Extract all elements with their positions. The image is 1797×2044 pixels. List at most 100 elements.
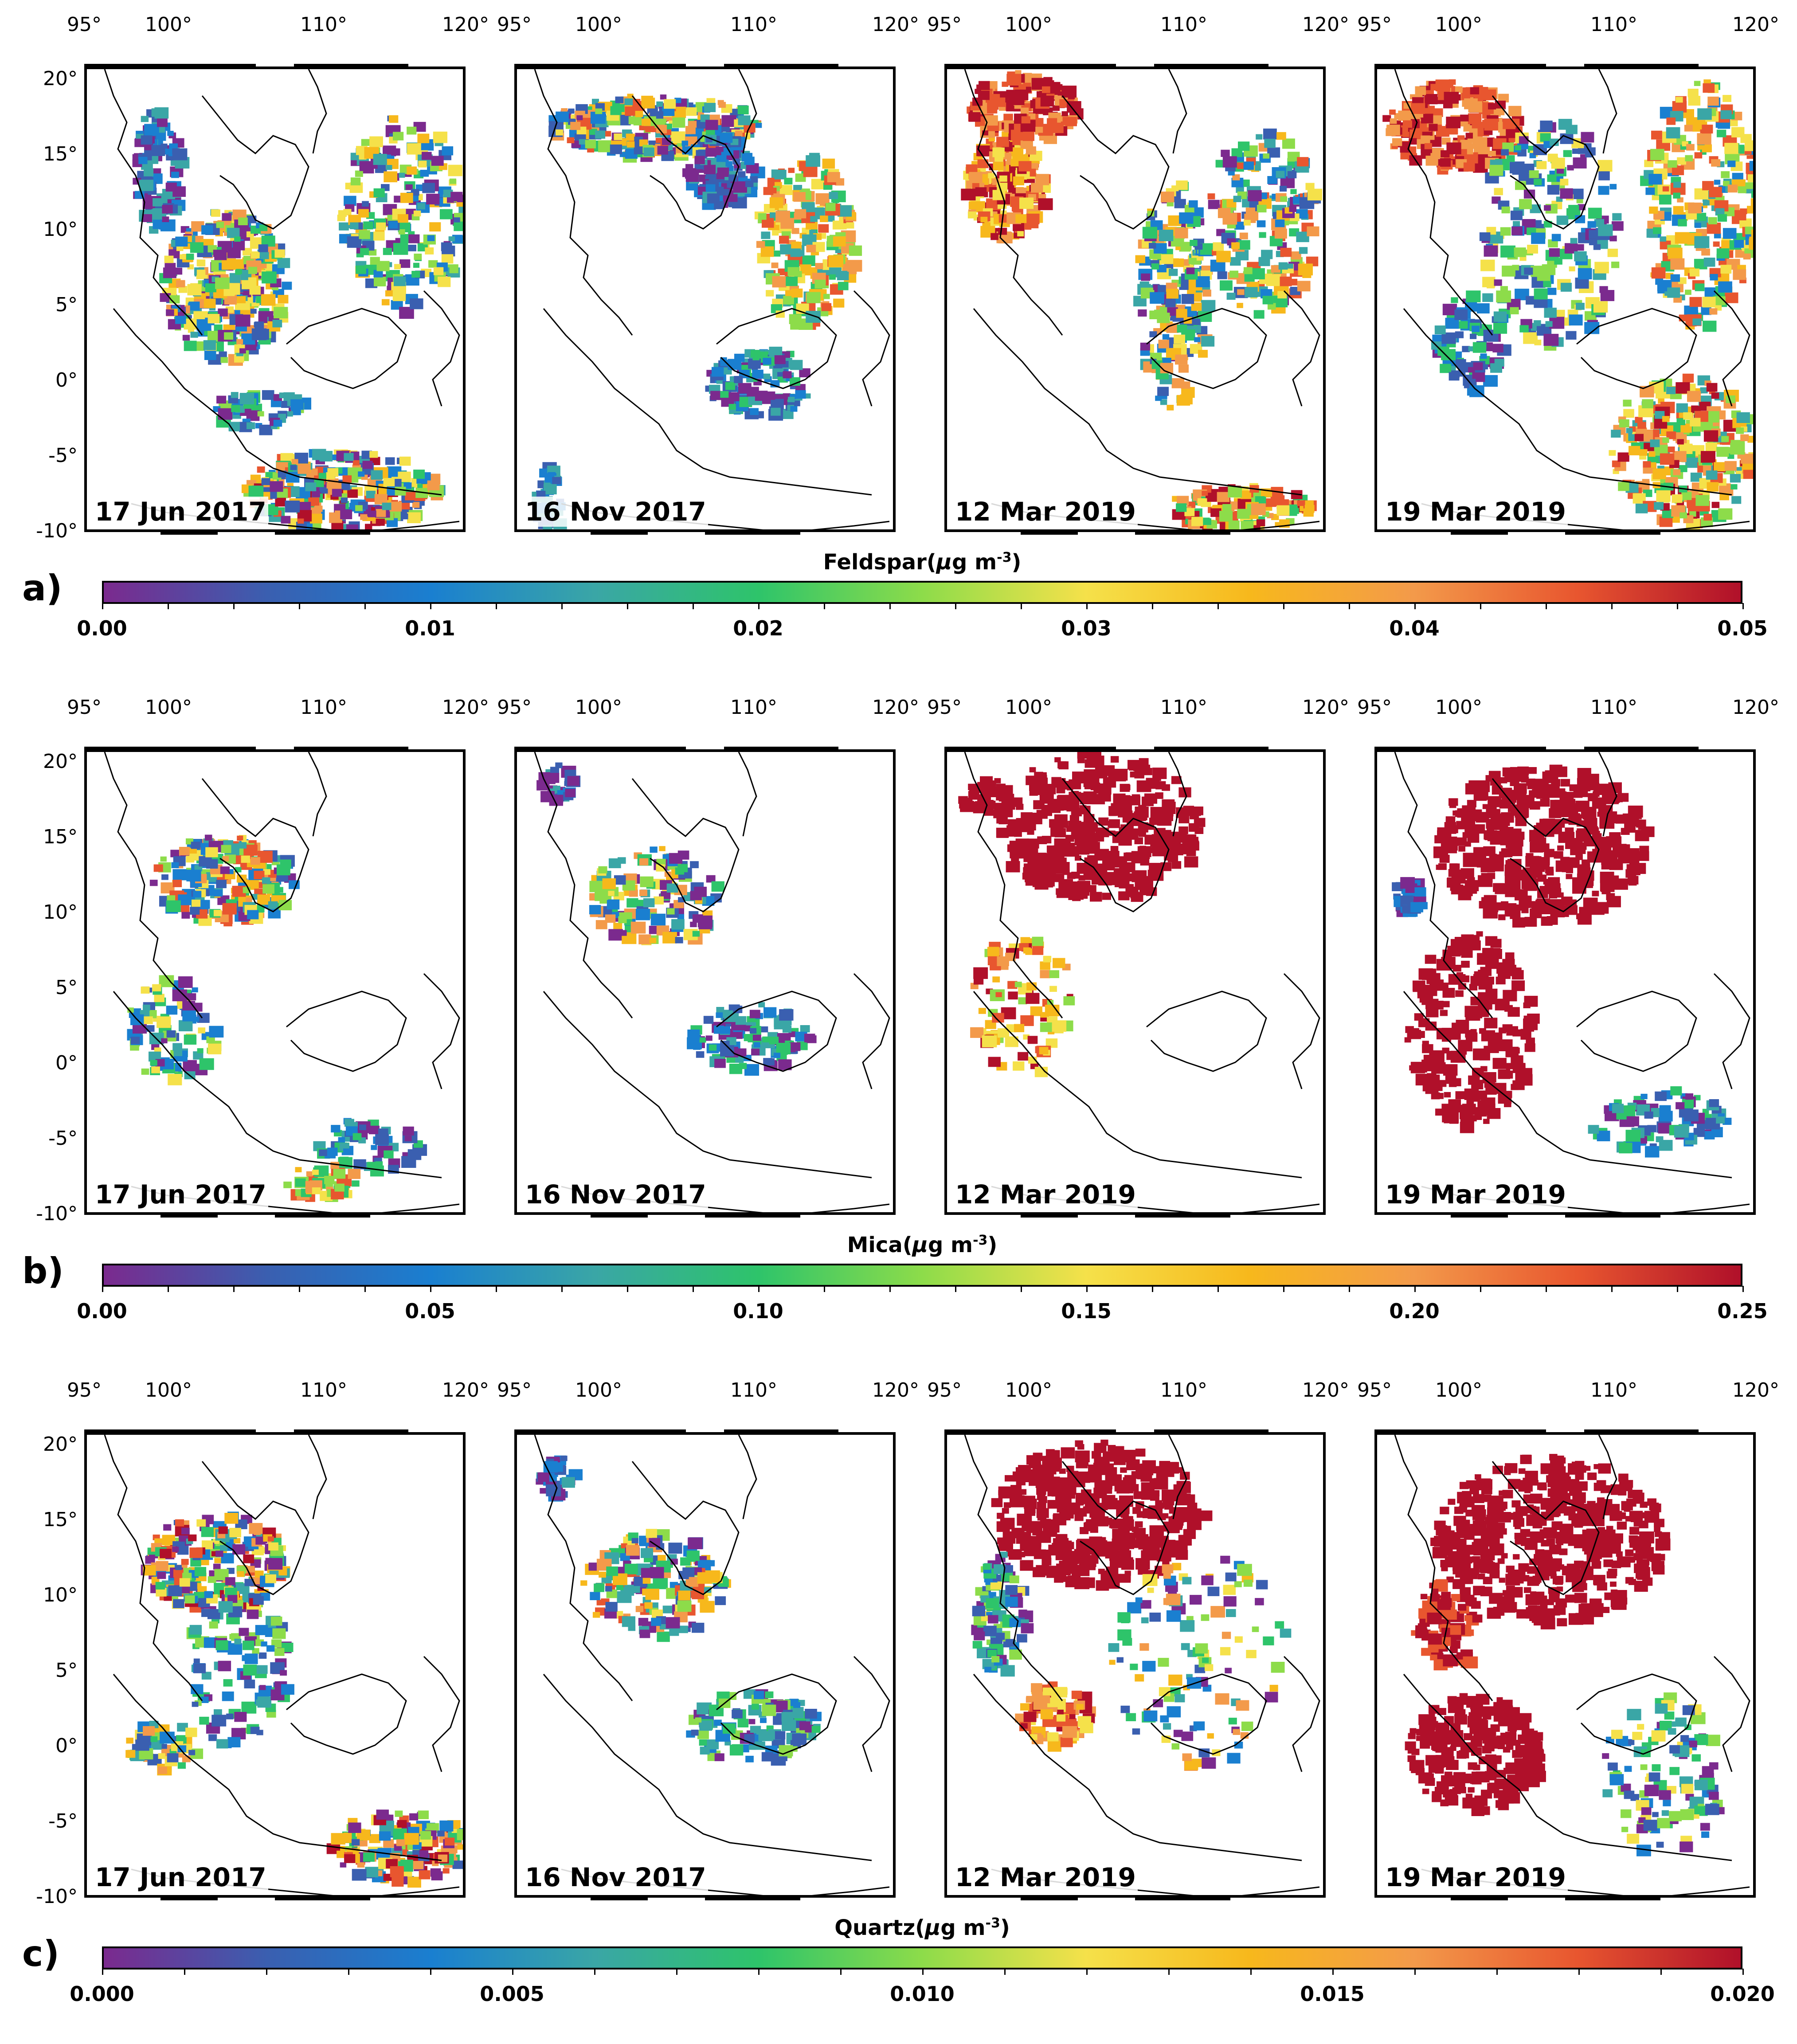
aerosol-cell [338,1137,345,1143]
aerosol-cell [1095,766,1102,771]
aerosol-cell [1489,151,1496,157]
aerosol-cell [1058,845,1066,851]
aerosol-cell [968,112,981,122]
coastline [973,991,1302,1179]
aerosol-cell [314,505,323,512]
aerosol-cell [1514,247,1526,257]
aerosol-cell [1703,430,1719,442]
aerosol-cell [1305,500,1314,508]
aerosol-cell [1701,306,1711,315]
map-border-segment [944,64,1116,68]
aerosol-cell [1045,1038,1058,1048]
aerosol-cell [800,1025,809,1033]
aerosol-cell [1464,98,1478,110]
lon-tick-label: 110° [300,696,347,719]
aerosol-cell [218,308,228,317]
aerosol-cell [343,209,352,215]
aerosol-cell [585,140,596,149]
aerosol-cell [1003,153,1012,160]
aerosol-cell [227,869,234,874]
aerosol-cell [1238,141,1250,151]
aerosol-cell [756,241,765,248]
aerosol-cell [1421,135,1430,143]
aerosol-cell [395,486,406,496]
aerosol-cell [1466,290,1481,302]
lon-tick-label: 95° [927,13,962,36]
lon-tick-label: 110° [1160,13,1207,36]
aerosol-cell [1025,874,1040,886]
aerosol-cell [1619,419,1629,428]
aerosol-cell [810,216,818,222]
aerosol-cell [1680,512,1687,519]
coastline [1146,991,1267,1072]
colorbar-minor-tick [1742,603,1744,609]
aerosol-cell [149,880,158,886]
aerosol-cell [790,406,798,412]
aerosol-cell [1724,461,1737,471]
aerosol-cell [375,1161,383,1167]
aerosol-cell [1222,156,1237,168]
aerosol-cell [190,332,198,338]
lon-tick-label: 110° [1590,696,1637,719]
aerosol-cell [312,1170,319,1175]
aerosol-cell [1150,847,1158,854]
aerosol-cell [1633,493,1646,504]
aerosol-cell [1578,268,1592,279]
aerosol-cell [1026,822,1036,830]
aerosol-cell [1228,170,1235,176]
aerosol-cell [1171,185,1179,192]
aerosol-cell [1730,442,1745,455]
aerosol-cell [635,110,643,117]
aerosol-cell [1723,228,1737,239]
aerosol-cell [1026,993,1040,1004]
aerosol-cell [677,864,688,873]
aerosol-cell [376,518,385,526]
aerosol-cell [1613,469,1619,474]
aerosol-cell [1673,181,1681,188]
aerosol-cell [996,793,1006,801]
aerosol-cell [1617,452,1629,462]
aerosol-cell [1743,253,1751,260]
aerosol-cell [732,181,747,193]
aerosol-cell [625,106,637,116]
aerosol-cell [1022,132,1034,141]
aerosol-cell [1055,803,1064,811]
aerosol-cell [1703,200,1710,206]
aerosol-cell [1429,124,1438,131]
aerosol-cell [750,350,760,358]
aerosol-cell [176,245,184,251]
aerosol-cell [1662,437,1669,443]
aerosol-cell [407,512,421,523]
aerosol-cell [1451,297,1458,303]
lon-tick-label: 95° [67,696,102,719]
map-border-segment [84,64,256,68]
aerosol-cell [771,407,781,416]
aerosol-cell [127,1007,134,1013]
aerosol-cell [1738,186,1746,193]
aerosol-cell [999,175,1007,182]
aerosol-cell [358,471,365,477]
aerosol-cell [618,916,627,924]
aerosol-cell [996,97,1006,105]
aerosol-cell [1567,165,1574,171]
aerosol-cell [672,117,685,128]
aerosol-cell [1667,287,1680,298]
aerosol-cell [218,408,233,420]
aerosol-cell [565,788,576,797]
aerosol-cell [662,932,677,944]
aerosol-cell [1167,405,1174,411]
aerosol-cell [1694,152,1703,159]
aerosol-cell [171,862,179,869]
aerosol-cell [1015,214,1027,223]
aerosol-cell [388,221,398,229]
aerosol-cell [1173,258,1184,267]
aerosol-cell [291,459,298,465]
aerosol-cell [1474,143,1482,150]
aerosol-cell [794,323,801,329]
aerosol-cell [1649,206,1658,214]
aerosol-cell [671,919,685,930]
colorbar-tick-label: 0.03 [1061,616,1112,640]
aerosol-cell [1125,852,1133,858]
aerosol-cell [762,1036,770,1043]
aerosol-cell [385,290,393,297]
